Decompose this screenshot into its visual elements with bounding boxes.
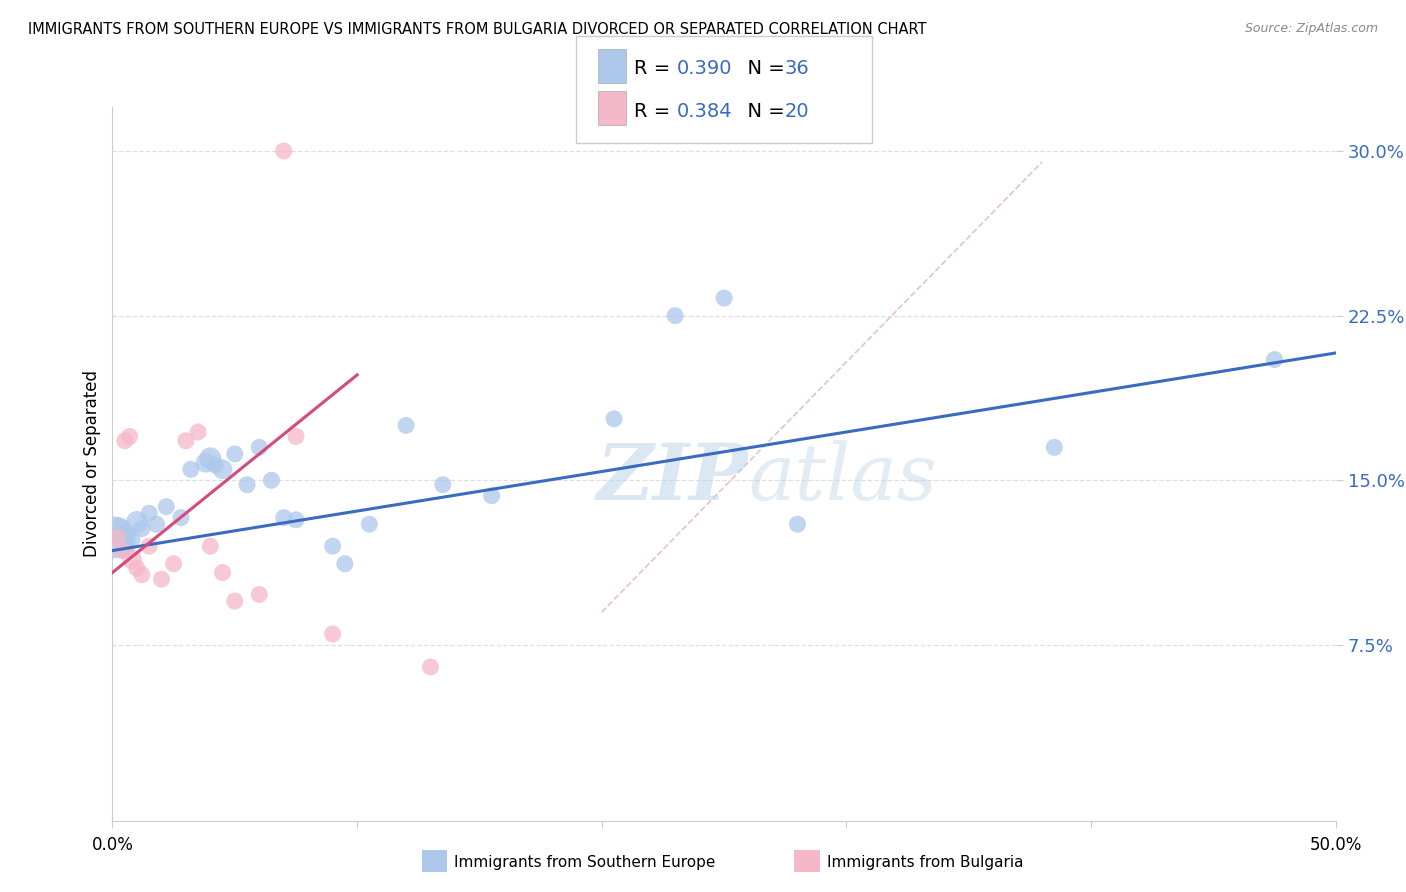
Point — [260, 473, 283, 487]
Point — [432, 477, 454, 491]
Text: Source: ZipAtlas.com: Source: ZipAtlas.com — [1244, 22, 1378, 36]
Point — [138, 506, 160, 520]
Point — [104, 530, 127, 544]
Point — [125, 515, 148, 529]
Text: ZIP: ZIP — [598, 440, 748, 516]
Point — [786, 517, 808, 532]
Point — [121, 552, 143, 566]
Point — [1043, 441, 1066, 455]
Point — [155, 500, 177, 514]
Point — [194, 456, 217, 470]
Point — [111, 543, 134, 558]
Point — [273, 144, 295, 158]
Point — [111, 534, 134, 549]
Point — [114, 434, 136, 448]
Point — [105, 530, 128, 544]
Point — [180, 462, 202, 476]
Point — [284, 429, 308, 443]
Text: 36: 36 — [785, 59, 810, 78]
Text: atlas: atlas — [748, 440, 938, 516]
Point — [211, 462, 233, 476]
Point — [170, 510, 193, 524]
Point — [359, 517, 381, 532]
Point — [284, 513, 308, 527]
Text: R =: R = — [634, 59, 676, 78]
Point — [108, 528, 131, 542]
Text: 0.384: 0.384 — [676, 102, 733, 121]
Text: N =: N = — [735, 59, 792, 78]
Point — [174, 434, 197, 448]
Point — [322, 539, 344, 553]
Text: 0.0%: 0.0% — [91, 837, 134, 855]
Point — [236, 477, 259, 491]
Point — [247, 441, 270, 455]
Point — [224, 447, 246, 461]
Point — [224, 594, 246, 608]
Point — [187, 425, 209, 439]
Point — [125, 561, 148, 575]
Point — [603, 412, 626, 426]
Point — [163, 557, 186, 571]
Point — [1264, 352, 1286, 367]
Point — [713, 291, 735, 305]
Point — [664, 309, 686, 323]
Point — [211, 566, 233, 580]
Text: N =: N = — [735, 102, 792, 121]
Y-axis label: Divorced or Separated: Divorced or Separated — [83, 370, 101, 558]
Text: 20: 20 — [785, 102, 810, 121]
Text: R =: R = — [634, 102, 676, 121]
Point — [333, 557, 356, 571]
Point — [419, 660, 441, 674]
Point — [131, 567, 153, 582]
Point — [118, 429, 141, 443]
Point — [247, 587, 270, 601]
Point — [322, 627, 344, 641]
Point — [138, 539, 160, 553]
Point — [200, 451, 222, 466]
Point — [115, 526, 138, 541]
Point — [200, 539, 222, 553]
Text: 50.0%: 50.0% — [1309, 837, 1362, 855]
Text: 0.390: 0.390 — [676, 59, 731, 78]
Point — [114, 541, 136, 556]
Text: Immigrants from Southern Europe: Immigrants from Southern Europe — [454, 855, 716, 870]
Point — [273, 510, 295, 524]
Text: Immigrants from Bulgaria: Immigrants from Bulgaria — [827, 855, 1024, 870]
Point — [145, 517, 167, 532]
Point — [131, 522, 153, 536]
Point — [395, 418, 418, 433]
Text: IMMIGRANTS FROM SOUTHERN EUROPE VS IMMIGRANTS FROM BULGARIA DIVORCED OR SEPARATE: IMMIGRANTS FROM SOUTHERN EUROPE VS IMMIG… — [28, 22, 927, 37]
Point — [150, 572, 173, 586]
Point — [481, 489, 503, 503]
Point — [121, 533, 143, 547]
Point — [105, 522, 128, 536]
Point — [204, 458, 226, 472]
